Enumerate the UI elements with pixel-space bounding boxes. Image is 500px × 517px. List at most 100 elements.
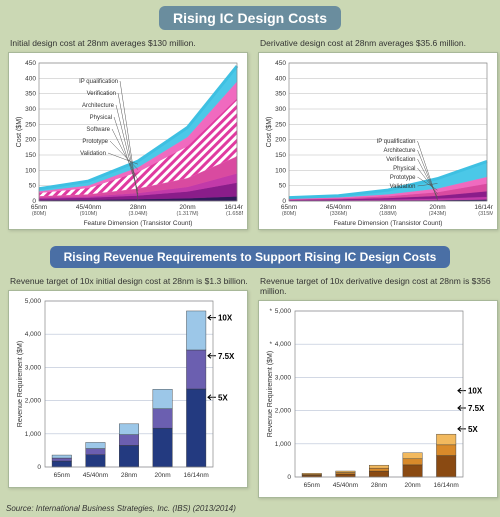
svg-text:5X: 5X — [218, 393, 228, 402]
panel-s2-right: 01,0002,0003,0004,000*5,000*Revenue Requ… — [258, 300, 498, 498]
svg-text:50: 50 — [279, 183, 287, 190]
chart-s1-left: 050100150200250300350400450Cost ($M)65nm… — [13, 57, 243, 227]
svg-text:7.5X: 7.5X — [468, 404, 485, 413]
svg-text:28nm: 28nm — [371, 482, 387, 489]
section1-title: Rising IC Design Costs — [159, 6, 341, 30]
caption-s2-right: Revenue target of 10x derivative design … — [260, 276, 498, 296]
svg-text:Architecture: Architecture — [383, 148, 416, 154]
svg-text:16/14nm: 16/14nm — [184, 472, 209, 479]
svg-text:65nm: 65nm — [304, 482, 320, 489]
caption-s2-left: Revenue target of 10x initial design cos… — [10, 276, 248, 286]
svg-text:400: 400 — [275, 75, 286, 82]
chart-s2-right: 01,0002,0003,0004,000*5,000*Revenue Requ… — [263, 305, 493, 495]
svg-text:*: * — [269, 308, 272, 315]
svg-text:20nm: 20nm — [429, 204, 445, 211]
svg-text:16/14nm: 16/14nm — [224, 204, 243, 211]
svg-text:4,000: 4,000 — [275, 341, 292, 348]
chart-s1-right: 050100150200250300350400450Cost ($M)65nm… — [263, 57, 493, 227]
svg-text:250: 250 — [275, 121, 286, 128]
svg-text:Revenue Requirement ($M): Revenue Requirement ($M) — [267, 351, 274, 437]
svg-text:45/40nm: 45/40nm — [333, 482, 358, 489]
svg-text:350: 350 — [275, 91, 286, 98]
svg-text:20nm: 20nm — [154, 472, 170, 479]
svg-text:Architecture: Architecture — [82, 103, 115, 109]
svg-text:(336M): (336M) — [330, 211, 348, 217]
svg-text:(3.04M): (3.04M) — [129, 211, 148, 217]
svg-text:45/40nm: 45/40nm — [76, 204, 101, 211]
svg-text:65nm: 65nm — [31, 204, 47, 211]
svg-text:Cost ($M): Cost ($M) — [16, 117, 23, 148]
svg-text:1,000: 1,000 — [275, 441, 292, 448]
svg-text:16/14nm: 16/14nm — [434, 482, 459, 489]
svg-text:Prototype: Prototype — [390, 175, 416, 181]
svg-text:20nm: 20nm — [404, 482, 420, 489]
svg-text:Verification: Verification — [87, 91, 116, 97]
svg-text:(243M): (243M) — [429, 211, 447, 217]
chart-s2-left: 0 1,000 2,000 3,000 4,000 5,000 Revenue Requir… — [13, 295, 243, 485]
svg-text:2,000: 2,000 — [25, 398, 42, 405]
svg-text:(188M): (188M) — [379, 211, 397, 217]
svg-text:0: 0 — [37, 464, 41, 471]
svg-text:10X: 10X — [218, 314, 233, 323]
svg-text:5,000: 5,000 — [25, 298, 42, 305]
svg-text:300: 300 — [275, 106, 286, 113]
svg-text:20nm: 20nm — [179, 204, 195, 211]
svg-text:45/40nm: 45/40nm — [83, 472, 108, 479]
section-revenue-requirements: Rising Revenue Requirements to Support R… — [0, 234, 500, 502]
svg-text:Validation: Validation — [390, 184, 416, 190]
svg-text:(1.658M): (1.658M) — [226, 211, 243, 217]
svg-text:300: 300 — [25, 106, 36, 113]
svg-text:16/14nm: 16/14nm — [474, 204, 493, 211]
svg-text:100: 100 — [275, 167, 286, 174]
svg-text:IP qualification: IP qualification — [377, 139, 416, 145]
svg-text:Revenue Requirement ($M): Revenue Requirement ($M) — [17, 341, 24, 427]
svg-text:(80M): (80M) — [32, 211, 47, 217]
svg-text:10X: 10X — [468, 387, 483, 396]
svg-text:*: * — [269, 341, 272, 348]
svg-text:Prototype: Prototype — [82, 139, 108, 145]
svg-text:0: 0 — [287, 474, 291, 481]
svg-text:3,000: 3,000 — [275, 374, 292, 381]
svg-text:Feature Dimension (Transistor: Feature Dimension (Transistor Count) — [84, 220, 193, 227]
svg-text:Feature Dimension (Transistor: Feature Dimension (Transistor Count) — [334, 220, 443, 227]
svg-text:Physical: Physical — [393, 166, 415, 172]
svg-text:65nm: 65nm — [281, 204, 297, 211]
svg-text:28nm: 28nm — [380, 204, 396, 211]
svg-text:Cost ($M): Cost ($M) — [266, 117, 273, 148]
svg-text:200: 200 — [25, 137, 36, 144]
svg-text:Validation: Validation — [80, 151, 106, 157]
svg-text:100: 100 — [25, 167, 36, 174]
svg-text:Software: Software — [86, 127, 110, 133]
section-rising-design-costs: Rising IC Design Costs Initial design co… — [0, 0, 500, 234]
svg-text:5,000: 5,000 — [275, 308, 292, 315]
svg-text:150: 150 — [275, 152, 286, 159]
panel-s1-right: 050100150200250300350400450Cost ($M)65nm… — [258, 52, 498, 230]
source-line: Source: International Business Strategie… — [0, 502, 500, 517]
svg-text:(80M): (80M) — [282, 211, 297, 217]
svg-text:250: 250 — [25, 121, 36, 128]
svg-text:5X: 5X — [468, 425, 478, 434]
svg-text:350: 350 — [25, 91, 36, 98]
svg-text:4,000: 4,000 — [25, 331, 42, 338]
panel-s2-left: 0 1,000 2,000 3,000 4,000 5,000 Revenue Requir… — [8, 290, 248, 488]
svg-text:Physical: Physical — [90, 115, 112, 121]
svg-text:IP qualification: IP qualification — [79, 79, 118, 85]
svg-text:50: 50 — [29, 183, 37, 190]
svg-text:450: 450 — [275, 60, 286, 67]
svg-text:(1.317M): (1.317M) — [176, 211, 198, 217]
caption-s1-right: Derivative design cost at 28nm averages … — [260, 38, 498, 48]
svg-text:45/40nm: 45/40nm — [326, 204, 351, 211]
svg-text:7.5X: 7.5X — [218, 352, 235, 361]
svg-text:150: 150 — [25, 152, 36, 159]
svg-text:3,000: 3,000 — [25, 364, 42, 371]
svg-text:(910M): (910M) — [80, 211, 98, 217]
svg-text:450: 450 — [25, 60, 36, 67]
svg-text:1,000: 1,000 — [25, 431, 42, 438]
svg-text:400: 400 — [25, 75, 36, 82]
svg-text:(315M): (315M) — [478, 211, 493, 217]
svg-text:200: 200 — [275, 137, 286, 144]
section2-title: Rising Revenue Requirements to Support R… — [50, 246, 451, 268]
svg-text:Verification: Verification — [386, 157, 415, 163]
caption-s1-left: Initial design cost at 28nm averages $13… — [10, 38, 248, 48]
svg-text:28nm: 28nm — [121, 472, 137, 479]
